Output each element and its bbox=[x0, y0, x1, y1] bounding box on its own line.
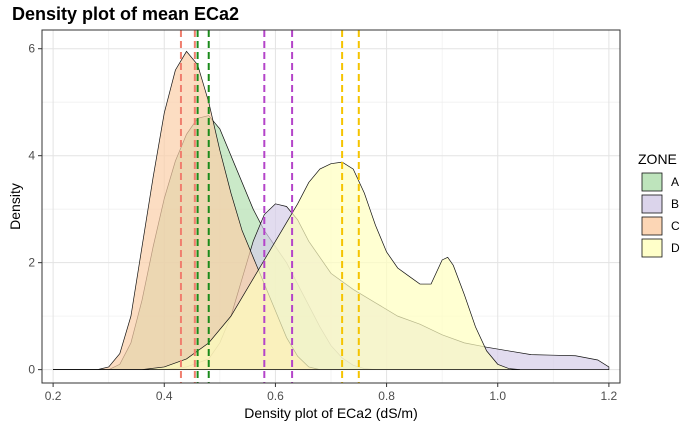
x-tick-label: 0.2 bbox=[45, 389, 62, 403]
legend-key-b bbox=[641, 194, 663, 214]
legend-label-d: D bbox=[671, 241, 680, 255]
legend-title: ZONE bbox=[638, 151, 677, 167]
y-tick-label: 4 bbox=[28, 149, 35, 163]
legend-label-b: B bbox=[671, 197, 679, 211]
legend-key-c bbox=[641, 216, 663, 236]
mean-lines bbox=[179, 30, 360, 383]
x-tick-label: 1.2 bbox=[601, 389, 618, 403]
x-tick-label: 0.4 bbox=[156, 389, 173, 403]
x-axis-title: Density plot of ECa2 (dS/m) bbox=[244, 405, 418, 421]
legend-key-a bbox=[641, 172, 663, 192]
density-area-d bbox=[53, 161, 520, 370]
axis-ticks: 0.2 0.4 0.6 0.8 1.0 1.2 0 2 4 6 bbox=[28, 42, 617, 403]
density-areas bbox=[53, 50, 610, 370]
x-tick-label: 0.6 bbox=[267, 389, 284, 403]
legend-label-c: C bbox=[671, 219, 680, 233]
chart-title: Density plot of mean ECa2 bbox=[12, 4, 240, 24]
y-axis-title: Density bbox=[7, 183, 23, 230]
legend-key-d bbox=[641, 238, 663, 258]
x-tick-label: 0.8 bbox=[378, 389, 395, 403]
x-tick-label: 1.0 bbox=[489, 389, 506, 403]
y-tick-label: 0 bbox=[28, 363, 35, 377]
y-tick-label: 2 bbox=[28, 256, 35, 270]
y-tick-label: 6 bbox=[28, 42, 35, 56]
panel-border bbox=[41, 29, 621, 384]
legend-label-a: A bbox=[671, 175, 679, 189]
